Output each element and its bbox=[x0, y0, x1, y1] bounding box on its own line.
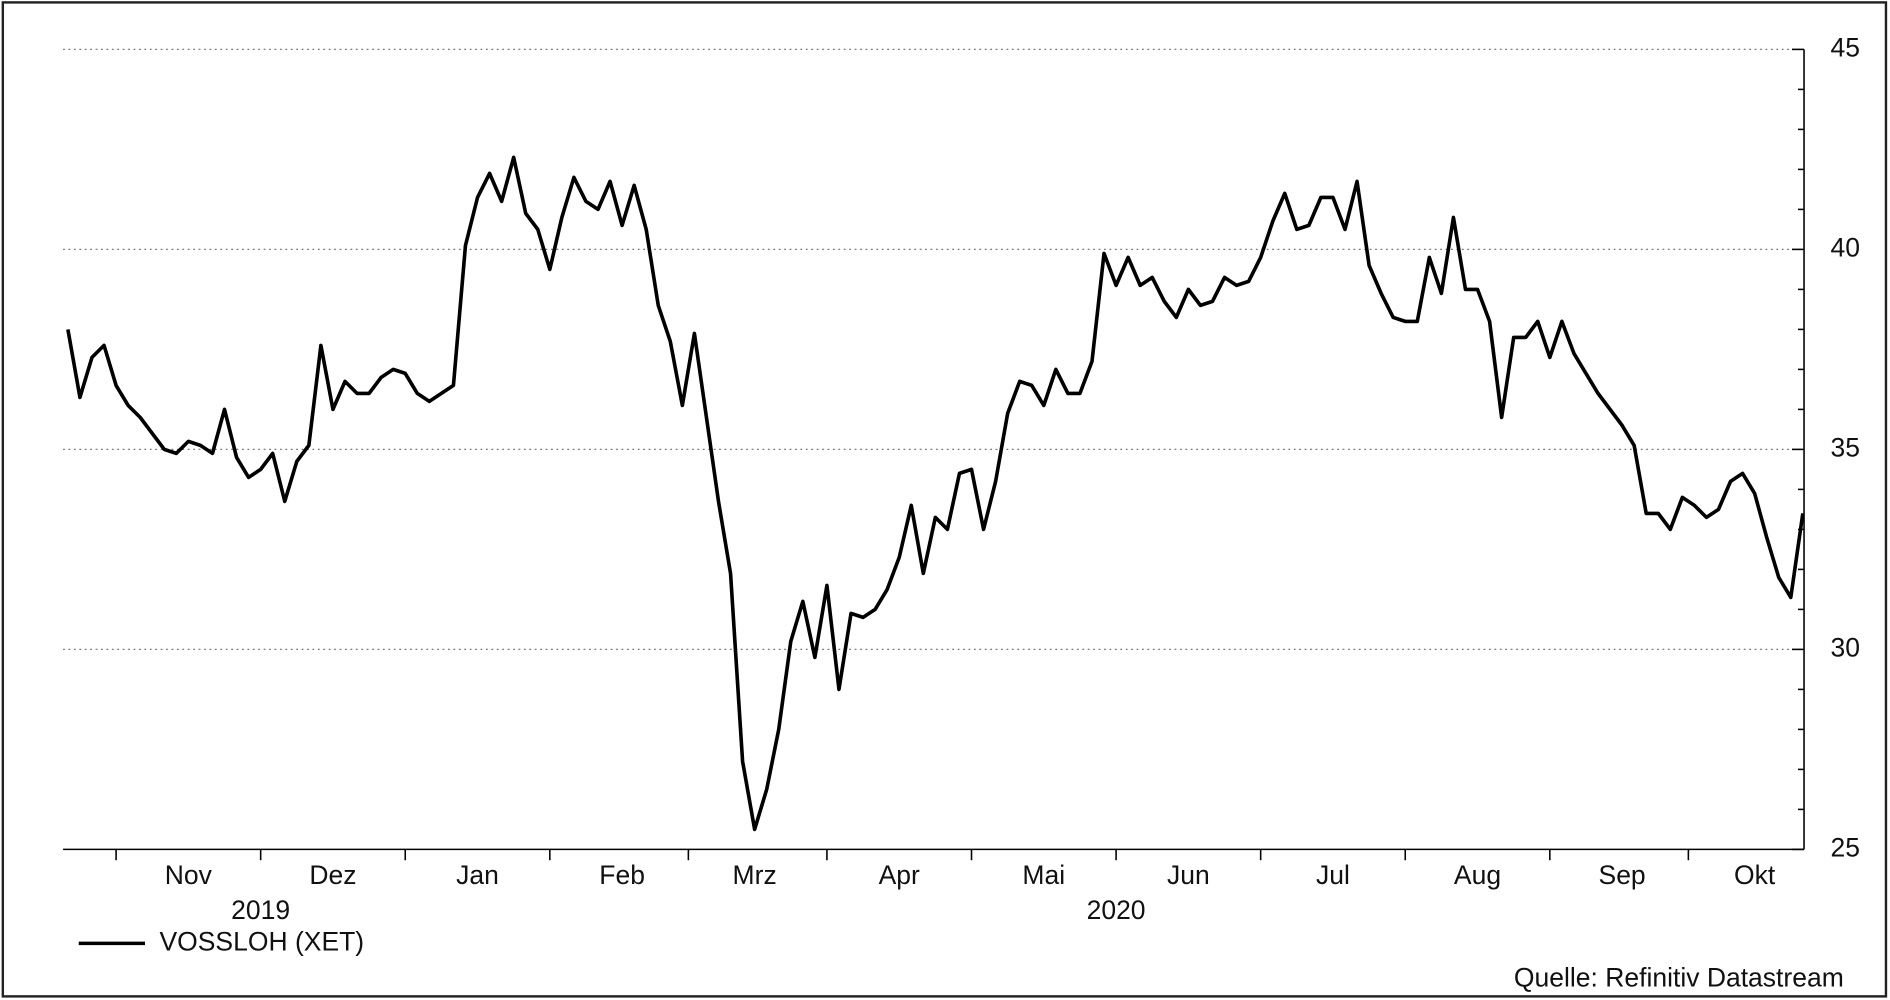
y-tick-label: 35 bbox=[1831, 432, 1860, 462]
x-tick-label: Dez bbox=[309, 860, 356, 890]
x-tick-label: Jan bbox=[456, 860, 499, 890]
price-line bbox=[66, 155, 1805, 832]
x-tick-label: Okt bbox=[1734, 860, 1776, 890]
legend-label: VOSSLOH (XET) bbox=[159, 926, 364, 956]
source: Quelle: Refinitiv Datastream bbox=[1514, 963, 1844, 993]
y-tick-label: 40 bbox=[1831, 232, 1860, 262]
x-tick-label: Apr bbox=[879, 860, 920, 890]
x-tick-label: Mai bbox=[1022, 860, 1065, 890]
x-tick-label: Sep bbox=[1599, 860, 1646, 890]
y-tick-label: 30 bbox=[1831, 632, 1860, 662]
year-label: 2020 bbox=[1087, 895, 1146, 925]
y-tick-label: 45 bbox=[1831, 32, 1860, 62]
x-tick-label: Mrz bbox=[733, 860, 777, 890]
year-label: 2019 bbox=[231, 895, 290, 925]
x-tick-label: Aug bbox=[1454, 860, 1501, 890]
x-tick-label: Nov bbox=[165, 860, 213, 890]
x-tick-label: Jun bbox=[1167, 860, 1210, 890]
x-tick-label: Feb bbox=[599, 860, 645, 890]
x-tick-label: Jul bbox=[1316, 860, 1350, 890]
y-tick-label: 25 bbox=[1831, 832, 1860, 862]
